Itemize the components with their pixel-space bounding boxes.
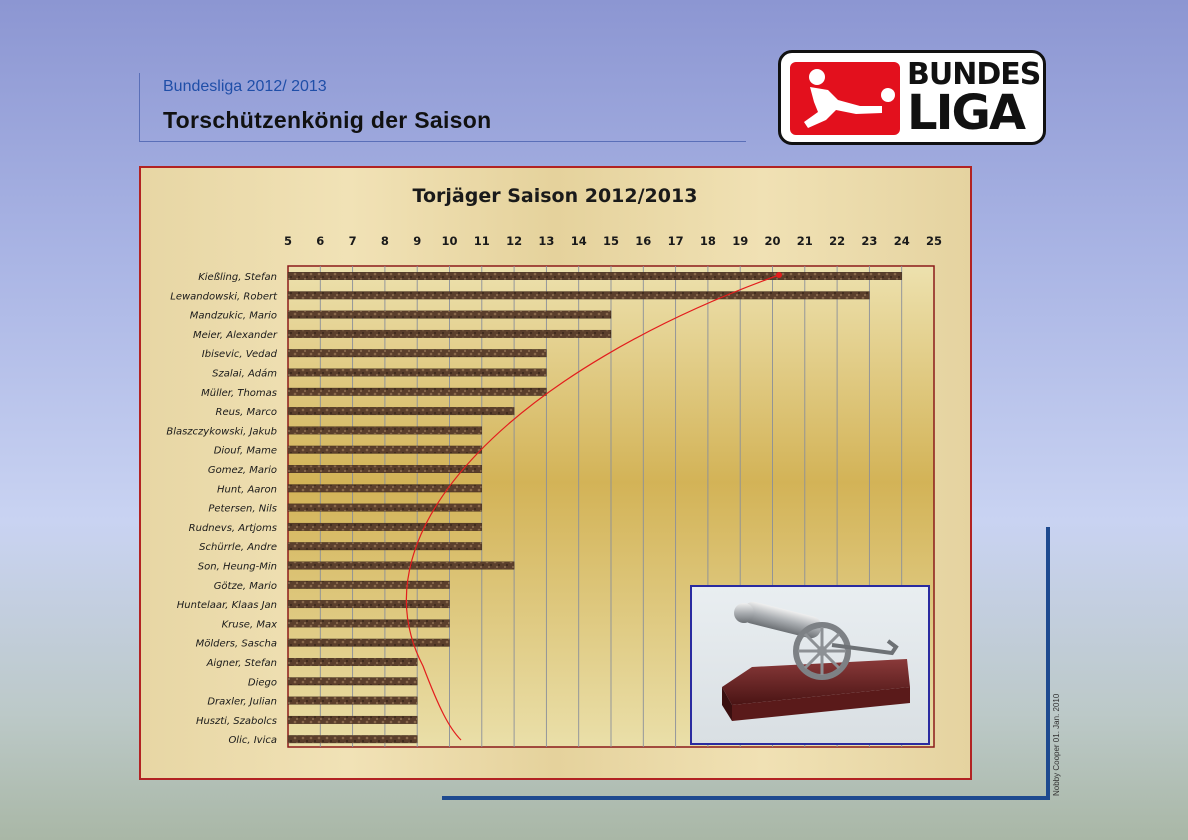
- y-category-label: Olic, Ivica: [228, 735, 277, 746]
- bar: [287, 619, 450, 628]
- chart-title: Torjäger Saison 2012/2013: [413, 185, 698, 207]
- x-tick-label: 18: [700, 234, 716, 248]
- frame-right-rule: [1046, 527, 1050, 799]
- y-category-label: Kießling, Stefan: [198, 272, 277, 283]
- bar: [287, 677, 418, 686]
- y-category-label: Draxler, Julian: [207, 697, 277, 708]
- x-tick-label: 19: [732, 234, 748, 248]
- x-tick-label: 12: [506, 234, 522, 248]
- y-category-label: Huntelaar, Klaas Jan: [177, 600, 277, 611]
- header-vertical-rule: [139, 73, 140, 141]
- y-category-label: Schürrle, Andre: [199, 542, 277, 553]
- x-tick-label: 16: [635, 234, 651, 248]
- bar: [287, 310, 612, 319]
- y-category-label: Hunt, Aaron: [217, 484, 277, 495]
- x-tick-label: 8: [381, 234, 389, 248]
- x-tick-label: 24: [894, 234, 910, 248]
- x-tick-labels: 5 6 7 8 9 10 11 12 13 14 15 16 17 18 19 20 21 22 23 24 25: [284, 234, 942, 248]
- y-category-label: Ibisevic, Vedad: [202, 349, 278, 360]
- bar: [287, 542, 483, 551]
- x-tick-label: 25: [926, 234, 942, 248]
- bundesliga-logo: BUNDES LIGA: [778, 50, 1046, 145]
- bar: [287, 580, 450, 589]
- y-category-label: Mölders, Sascha: [196, 639, 277, 650]
- cannon-trophy-icon: [722, 601, 910, 721]
- y-category-label: Kruse, Max: [222, 619, 277, 630]
- bar: [287, 658, 418, 666]
- logo-text-liga: LIGA: [907, 85, 1026, 141]
- curve-start-dot: [776, 272, 782, 278]
- bar: [287, 522, 483, 531]
- y-category-label: Blaszczykowski, Jakub: [166, 426, 277, 437]
- x-tick-label: 21: [797, 234, 813, 248]
- header-title: Torschützenkönig der Saison: [163, 107, 492, 133]
- x-tick-label: 11: [474, 234, 490, 248]
- y-category-label: Rudnevs, Artjoms: [189, 523, 277, 534]
- x-tick-label: 17: [668, 234, 684, 248]
- chart-panel: Torjäger Saison 2012/2013 5 6 7 8 9 10 11 12 13 1…: [139, 166, 972, 780]
- bar: [287, 638, 450, 647]
- bar: [287, 368, 547, 377]
- bar: [287, 407, 515, 416]
- y-category-label: Diego: [248, 677, 277, 688]
- x-tick-label: 9: [413, 234, 421, 248]
- x-tick-label: 23: [861, 234, 877, 248]
- author-credit: Nobby Cooper 01. Jan. 2010: [1052, 693, 1061, 796]
- bar: [287, 484, 483, 493]
- y-category-label: Petersen, Nils: [208, 504, 277, 515]
- cannon-trophy-image: [690, 585, 930, 745]
- y-category-label: Son, Heung-Min: [198, 562, 277, 573]
- bar: [287, 272, 902, 280]
- bar: [287, 291, 870, 300]
- y-category-label: Huszti, Szabolcs: [196, 716, 277, 727]
- decorative-curve: [405, 274, 780, 741]
- y-category-label: Götze, Mario: [214, 581, 277, 592]
- y-category-label: Aigner, Stefan: [206, 658, 277, 669]
- bar: [287, 735, 418, 744]
- y-category-label: Mandzukic, Mario: [190, 311, 277, 322]
- bar: [287, 445, 483, 454]
- logo-text-bundes: BUNDES: [907, 57, 1041, 92]
- x-tick-label: 10: [441, 234, 457, 248]
- logo-player-emblem: [790, 62, 900, 135]
- bar: [287, 715, 418, 724]
- y-category-labels: Kießling, Stefan Lewandowski, Robert Mandz…: [166, 272, 278, 746]
- x-tick-label: 22: [829, 234, 845, 248]
- x-tick-label: 7: [349, 234, 357, 248]
- bars: [287, 272, 902, 744]
- bar: [287, 426, 483, 435]
- bar: [287, 465, 483, 473]
- bar: [287, 387, 547, 396]
- bar: [287, 600, 450, 609]
- x-tick-label: 13: [538, 234, 554, 248]
- y-category-label: Gomez, Mario: [208, 465, 277, 476]
- bar: [287, 561, 515, 570]
- x-tick-label: 20: [764, 234, 780, 248]
- x-tick-label: 15: [603, 234, 619, 248]
- player-silhouette-icon: [804, 69, 895, 128]
- y-category-label: Szalai, Adám: [212, 368, 277, 380]
- header-horizontal-rule: [139, 141, 746, 142]
- frame-bottom-rule: [442, 796, 1050, 800]
- x-tick-label: 6: [316, 234, 324, 248]
- y-category-label: Lewandowski, Robert: [170, 291, 278, 302]
- y-category-label: Diouf, Mame: [214, 446, 277, 457]
- y-category-label: Müller, Thomas: [201, 388, 277, 399]
- bar: [287, 503, 483, 512]
- bar: [287, 329, 612, 338]
- y-category-label: Meier, Alexander: [193, 330, 278, 341]
- y-category-label: Reus, Marco: [216, 407, 278, 418]
- bar: [287, 349, 547, 358]
- x-tick-label: 14: [571, 234, 587, 248]
- x-tick-label: 5: [284, 234, 292, 248]
- bar: [287, 696, 418, 705]
- header-subtitle: Bundesliga 2012/ 2013: [163, 78, 327, 95]
